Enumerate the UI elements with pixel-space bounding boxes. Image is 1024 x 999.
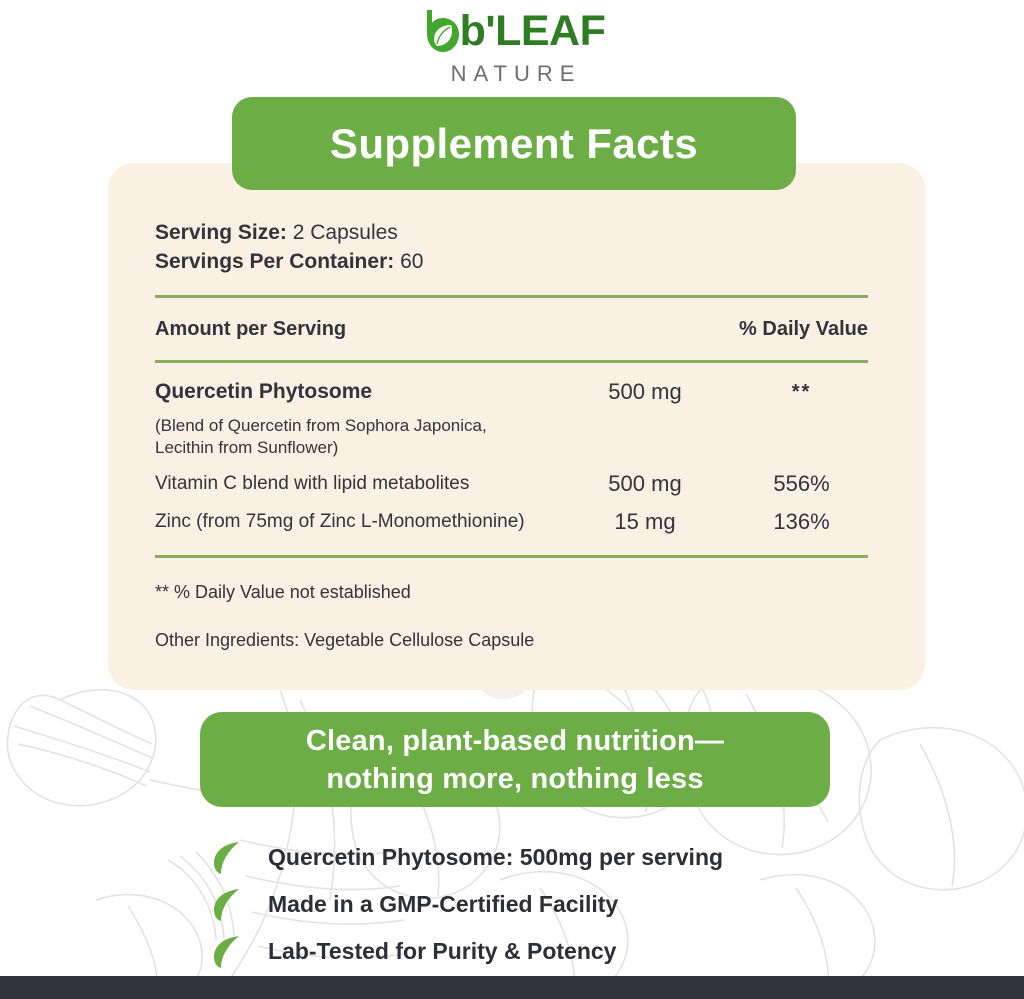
supplement-facts-body: Serving Size: 2 Capsules Servings Per Co… bbox=[155, 218, 868, 652]
tagline-line-1: Clean, plant-based nutrition— bbox=[305, 724, 725, 757]
benefits-list: Quercetin Phytosome: 500mg per serving M… bbox=[212, 834, 723, 975]
list-item: Made in a GMP-Certified Facility bbox=[212, 881, 723, 928]
tagline-line-2: nothing more, nothing less bbox=[326, 762, 704, 795]
ingredient-table: Quercetin Phytosome 500 mg ** (Blend of … bbox=[155, 363, 868, 555]
footer-bar bbox=[0, 976, 1024, 999]
ingredient-amount: 500 mg bbox=[608, 471, 682, 496]
divider-bottom bbox=[155, 555, 868, 558]
divider-top bbox=[155, 295, 868, 298]
benefit-label: Quercetin Phytosome: 500mg per serving bbox=[268, 844, 724, 870]
leaf-bullet-icon bbox=[214, 841, 239, 874]
page-title: Supplement Facts bbox=[329, 119, 699, 167]
leaf-bullet-icon bbox=[214, 935, 239, 968]
serving-size-value: 2 Capsules bbox=[292, 221, 398, 244]
table-header-row: Amount per Serving % Daily Value bbox=[155, 298, 868, 360]
ingredient-amount: 500 mg bbox=[608, 379, 682, 404]
other-ingredients-text: Other Ingredients: Vegetable Cellulose C… bbox=[155, 630, 535, 650]
brand-logo: b'LEAF NATURE bbox=[0, 8, 1024, 87]
divider-middle bbox=[155, 360, 868, 363]
column-header-amount: Amount per Serving bbox=[155, 317, 347, 340]
leaf-bullet-icon bbox=[214, 888, 239, 921]
list-item: Quercetin Phytosome: 500mg per serving bbox=[212, 834, 723, 881]
list-item: Lab-Tested for Purity & Potency bbox=[212, 928, 723, 975]
ingredient-daily-value: 556% bbox=[773, 471, 830, 496]
servings-per-container-line: Servings Per Container: 60 bbox=[155, 247, 868, 276]
ingredient-daily-value: 136% bbox=[773, 509, 830, 534]
ingredient-name: Zinc (from 75mg of Zinc L-Monomethionine… bbox=[155, 511, 525, 532]
ingredient-name: Quercetin Phytosome bbox=[155, 380, 373, 403]
tagline-banner: Clean, plant-based nutrition— nothing mo… bbox=[200, 712, 830, 807]
servings-per-container-value: 60 bbox=[400, 250, 424, 273]
supplement-facts-header: Supplement Facts bbox=[232, 97, 796, 190]
brand-name: b'LEAF bbox=[459, 7, 606, 55]
benefit-label: Made in a GMP-Certified Facility bbox=[268, 891, 619, 917]
column-header-daily-value: % Daily Value bbox=[739, 317, 868, 340]
daily-value-footnote: ** % Daily Value not established bbox=[155, 582, 411, 602]
table-row: Quercetin Phytosome 500 mg ** bbox=[155, 377, 868, 415]
ingredient-subtext-line-1: (Blend of Quercetin from Sophora Japonic… bbox=[155, 416, 487, 435]
leaf-logo-icon bbox=[426, 10, 459, 52]
ingredient-amount: 15 mg bbox=[614, 509, 676, 534]
servings-per-container-label: Servings Per Container: bbox=[155, 250, 395, 273]
brand-subtitle: NATURE bbox=[450, 61, 582, 86]
ingredient-subtext-line-2: Lecithin from Sunflower) bbox=[155, 438, 339, 457]
ingredient-name: Vitamin C blend with lipid metabolites bbox=[155, 473, 470, 494]
serving-size-label: Serving Size: bbox=[155, 221, 287, 244]
supplement-facts-card bbox=[108, 163, 925, 690]
serving-size-line: Serving Size: 2 Capsules bbox=[155, 218, 868, 247]
ingredient-daily-value: ** bbox=[791, 381, 812, 403]
benefit-label: Lab-Tested for Purity & Potency bbox=[268, 938, 617, 964]
table-row: Zinc (from 75mg of Zinc L-Monomethionine… bbox=[155, 507, 868, 541]
table-row: Vitamin C blend with lipid metabolites 5… bbox=[155, 469, 868, 507]
